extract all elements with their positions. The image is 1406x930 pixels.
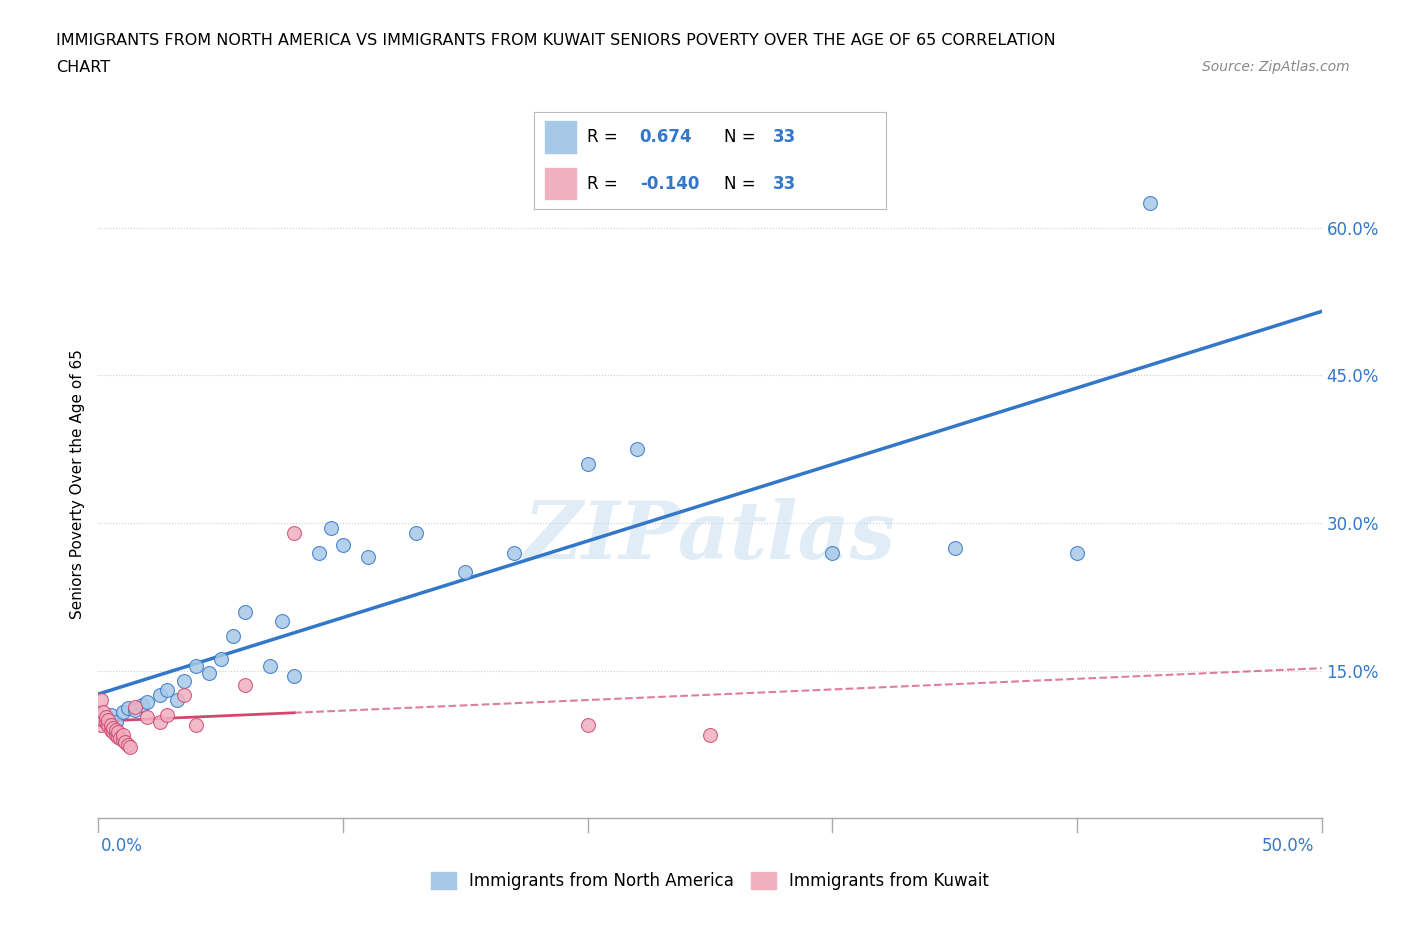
- Text: R =: R =: [588, 128, 623, 146]
- Point: [90, 693, 112, 708]
- Point: [186, 717, 208, 732]
- Point: [166, 693, 188, 708]
- Point: [156, 683, 179, 698]
- Legend: Immigrants from North America, Immigrants from Kuwait: Immigrants from North America, Immigrant…: [425, 866, 995, 897]
- Point: [94, 714, 117, 729]
- Point: [117, 700, 139, 715]
- Bar: [544, 168, 576, 200]
- Point: [120, 739, 142, 754]
- Text: 33: 33: [773, 175, 797, 193]
- Point: [821, 545, 844, 560]
- Point: [114, 734, 136, 749]
- Point: [104, 714, 127, 729]
- Point: [1066, 545, 1088, 560]
- Point: [136, 710, 159, 724]
- Point: [283, 668, 305, 683]
- Point: [943, 540, 966, 555]
- Point: [319, 521, 342, 536]
- Text: IMMIGRANTS FROM NORTH AMERICA VS IMMIGRANTS FROM KUWAIT SENIORS POVERTY OVER THE: IMMIGRANTS FROM NORTH AMERICA VS IMMIGRA…: [56, 33, 1056, 47]
- Point: [111, 705, 134, 720]
- Point: [356, 550, 378, 565]
- Point: [405, 525, 427, 540]
- Point: [173, 688, 195, 703]
- Point: [110, 730, 132, 745]
- Point: [149, 688, 172, 703]
- Point: [503, 545, 526, 560]
- Point: [156, 708, 179, 723]
- Point: [104, 727, 127, 742]
- Text: N =: N =: [724, 128, 761, 146]
- Point: [186, 658, 208, 673]
- Point: [94, 710, 117, 724]
- Point: [101, 724, 124, 739]
- Point: [283, 525, 305, 540]
- Point: [91, 712, 114, 727]
- Point: [100, 708, 122, 723]
- Point: [308, 545, 330, 560]
- Text: 33: 33: [773, 128, 797, 146]
- Point: [149, 714, 172, 729]
- Text: N =: N =: [724, 175, 761, 193]
- Point: [100, 717, 122, 732]
- Point: [1139, 195, 1161, 210]
- Text: CHART: CHART: [56, 60, 110, 75]
- Point: [100, 723, 122, 737]
- Point: [131, 698, 153, 712]
- Point: [233, 604, 256, 619]
- Point: [104, 723, 127, 737]
- Point: [124, 703, 146, 718]
- Point: [222, 629, 245, 644]
- Text: -0.140: -0.140: [640, 175, 699, 193]
- Point: [101, 721, 124, 736]
- Point: [576, 457, 599, 472]
- Point: [107, 729, 129, 744]
- Text: ZIPatlas: ZIPatlas: [524, 498, 896, 576]
- Point: [111, 732, 134, 747]
- Y-axis label: Seniors Poverty Over the Age of 65: Seniors Poverty Over the Age of 65: [69, 349, 84, 618]
- Point: [259, 658, 281, 673]
- Point: [454, 565, 477, 579]
- Point: [173, 673, 195, 688]
- Point: [94, 712, 117, 727]
- Bar: [544, 122, 576, 153]
- Point: [136, 695, 159, 710]
- Point: [90, 717, 112, 732]
- Point: [97, 712, 120, 727]
- Point: [97, 717, 120, 732]
- Point: [117, 737, 139, 752]
- Point: [209, 651, 232, 666]
- Point: [699, 727, 721, 742]
- Point: [332, 538, 354, 552]
- Point: [270, 614, 294, 629]
- Text: 0.0%: 0.0%: [101, 837, 143, 855]
- Point: [87, 708, 110, 723]
- Point: [233, 678, 256, 693]
- Point: [197, 665, 219, 680]
- Point: [91, 705, 114, 720]
- Point: [626, 442, 648, 457]
- Point: [124, 699, 146, 714]
- Point: [111, 727, 134, 742]
- Text: Source: ZipAtlas.com: Source: ZipAtlas.com: [1202, 60, 1350, 74]
- Text: R =: R =: [588, 175, 623, 193]
- Text: 0.674: 0.674: [640, 128, 692, 146]
- Text: 50.0%: 50.0%: [1263, 837, 1315, 855]
- Point: [107, 724, 129, 739]
- Point: [576, 717, 599, 732]
